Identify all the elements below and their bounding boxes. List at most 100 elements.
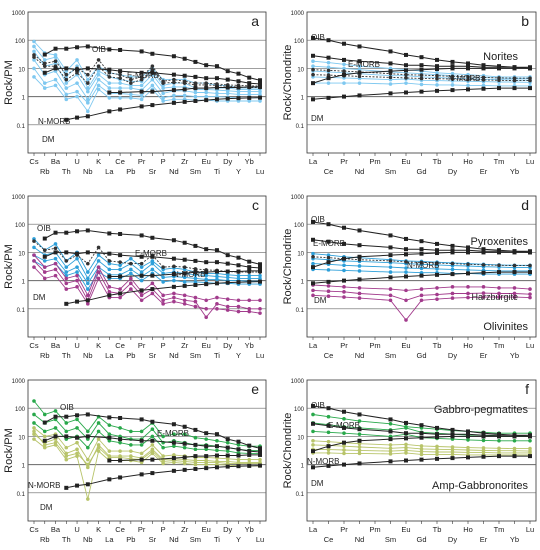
sample-line-pyroxenite-dashed xyxy=(33,240,260,273)
data-point xyxy=(53,414,58,419)
x-tick-label: Pm xyxy=(369,525,380,534)
data-point xyxy=(214,76,219,81)
data-point xyxy=(53,250,58,255)
data-point xyxy=(86,109,90,114)
data-point xyxy=(42,254,47,259)
data-point xyxy=(419,266,424,271)
data-point xyxy=(311,81,315,86)
data-point xyxy=(466,61,470,66)
data-point xyxy=(204,277,208,282)
data-point xyxy=(193,454,198,459)
data-point xyxy=(419,239,424,244)
data-point xyxy=(388,259,393,263)
data-point xyxy=(118,86,122,90)
data-point xyxy=(182,81,187,85)
x-tick-label: Tb xyxy=(433,525,442,534)
x-tick-label: Eu xyxy=(202,525,211,534)
data-point xyxy=(193,270,198,275)
data-point xyxy=(326,65,331,70)
data-point xyxy=(118,458,123,463)
sample-line-amp-gabbronorite xyxy=(33,438,260,500)
data-point xyxy=(326,279,331,284)
data-point xyxy=(42,86,47,90)
data-point xyxy=(193,59,198,64)
y-tick-label: 1000 xyxy=(12,11,26,17)
data-point xyxy=(182,257,187,262)
data-point xyxy=(419,247,424,252)
data-point xyxy=(435,83,439,87)
data-point xyxy=(215,295,219,300)
data-point xyxy=(150,83,155,88)
data-point xyxy=(466,75,470,79)
data-point xyxy=(182,298,187,303)
data-point xyxy=(53,46,58,51)
data-point xyxy=(107,458,112,463)
data-point xyxy=(326,222,331,227)
data-point xyxy=(225,445,230,450)
data-point xyxy=(450,83,455,87)
data-point xyxy=(150,419,155,424)
data-point xyxy=(86,293,90,298)
data-point xyxy=(118,260,122,264)
data-point xyxy=(342,268,346,273)
data-point xyxy=(258,78,262,83)
data-point xyxy=(450,427,455,432)
data-point xyxy=(118,426,122,430)
data-point xyxy=(32,58,36,62)
data-point xyxy=(129,77,133,82)
data-point xyxy=(161,459,165,464)
y-tick-label: 0.1 xyxy=(17,124,26,130)
data-point xyxy=(32,265,36,269)
reference-label: OIB xyxy=(311,33,325,42)
data-point xyxy=(182,459,187,464)
data-point xyxy=(139,278,144,283)
x-tick-label: Ti xyxy=(214,351,220,360)
data-point xyxy=(204,247,209,252)
reference-label: N-MORB xyxy=(38,117,70,126)
data-point xyxy=(172,453,176,457)
data-point xyxy=(357,269,362,273)
data-point xyxy=(404,72,408,77)
data-point xyxy=(75,285,79,289)
data-point xyxy=(75,426,79,430)
data-point xyxy=(193,442,198,447)
data-point xyxy=(32,49,36,54)
data-point xyxy=(388,82,393,86)
data-point xyxy=(481,295,486,299)
data-point xyxy=(258,311,262,315)
data-point xyxy=(497,295,501,299)
data-point xyxy=(258,262,262,267)
data-point xyxy=(107,435,112,440)
data-point xyxy=(172,295,176,300)
data-point xyxy=(118,107,123,112)
data-point xyxy=(311,261,315,266)
data-point xyxy=(247,276,252,281)
data-point xyxy=(172,291,176,296)
data-point xyxy=(32,39,36,44)
data-point xyxy=(214,281,219,286)
data-point xyxy=(435,76,439,81)
data-point xyxy=(193,74,198,79)
data-point xyxy=(326,430,331,435)
data-point xyxy=(481,250,486,255)
data-point xyxy=(419,76,424,81)
x-tick-label: Cs xyxy=(29,157,38,166)
data-point xyxy=(258,92,262,97)
data-point xyxy=(342,72,346,77)
group-label: Olivinites xyxy=(483,321,528,333)
data-point xyxy=(419,89,424,94)
data-point xyxy=(404,298,408,303)
data-point xyxy=(96,265,101,269)
data-point xyxy=(357,257,362,262)
x-tick-label: Sr xyxy=(149,351,157,360)
data-point xyxy=(311,219,315,224)
data-point xyxy=(161,280,165,284)
data-point xyxy=(107,90,112,95)
data-point xyxy=(258,446,262,451)
data-point xyxy=(53,256,58,261)
data-point xyxy=(247,99,252,103)
x-tick-label: Pr xyxy=(340,525,348,534)
data-point xyxy=(404,442,408,447)
data-point xyxy=(107,449,112,453)
sample-line-amp-gabbronorite xyxy=(33,433,260,469)
